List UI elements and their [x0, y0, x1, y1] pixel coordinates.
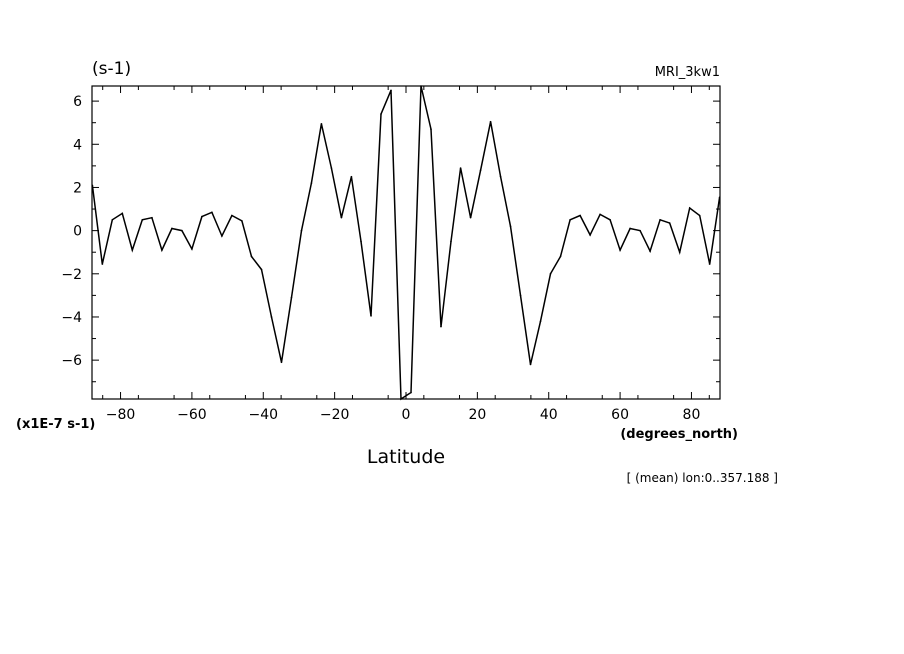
data-point	[380, 113, 382, 115]
data-point	[509, 225, 512, 228]
data-point	[529, 363, 532, 366]
data-point	[221, 235, 223, 237]
data-point	[300, 229, 303, 232]
data-point	[310, 182, 313, 184]
data-point	[91, 184, 94, 187]
data-point	[400, 398, 402, 400]
data-point	[539, 320, 542, 323]
data-point	[181, 229, 183, 232]
data-point	[549, 273, 552, 275]
model-label: MRI_3kw1	[655, 65, 720, 80]
x-units-label: (degrees_north)	[620, 427, 738, 442]
data-point	[171, 227, 173, 230]
y-tick-label: 2	[73, 180, 82, 196]
data-point	[659, 219, 661, 221]
data-point	[161, 249, 163, 251]
data-point	[280, 361, 283, 364]
data-point	[479, 169, 482, 171]
x-axis-ticks: −80 −60 −40 −20 0 20 40 60 80	[102, 86, 710, 423]
data-point	[589, 234, 591, 236]
x-tick-label: −60	[177, 407, 207, 423]
data-point	[489, 120, 492, 123]
data-point	[639, 229, 641, 232]
data-point	[410, 391, 412, 394]
data-point	[131, 249, 134, 251]
data-point	[440, 325, 442, 328]
data-point	[141, 219, 144, 221]
data-point	[469, 216, 472, 219]
x-tick-label: 80	[683, 407, 701, 423]
data-point	[519, 294, 522, 297]
data-point	[101, 263, 104, 265]
data-point	[241, 220, 243, 222]
data-point	[290, 296, 293, 299]
data-point	[191, 248, 193, 250]
data-point	[270, 316, 273, 318]
y-axis-ticks: −6 −4 −2 0 2 4 6	[61, 94, 720, 383]
data-point	[330, 167, 333, 169]
x-tick-label: −40	[248, 407, 278, 423]
x-tick-label: −80	[106, 407, 136, 423]
x-tick-label: −20	[320, 407, 350, 423]
data-point	[569, 219, 571, 221]
data-point	[360, 240, 362, 243]
plot-frame	[91, 85, 721, 400]
units-label: (s-1)	[92, 59, 131, 79]
x-tick-label: 0	[402, 407, 411, 423]
data-point	[320, 122, 323, 125]
y-scale-label: (x1E-7 s-1)	[16, 417, 95, 432]
y-tick-label: 4	[73, 137, 82, 153]
footnote: [ (mean) lon:0..357.188 ]	[627, 471, 778, 485]
x-axis-title: Latitude	[367, 446, 445, 468]
data-point	[718, 196, 721, 198]
data-point	[420, 85, 422, 87]
data-point	[121, 212, 124, 215]
data-point	[450, 240, 452, 243]
data-point	[708, 263, 711, 265]
data-point	[211, 211, 213, 214]
data-point	[678, 251, 681, 254]
data-point	[340, 216, 343, 219]
data-point	[668, 222, 671, 224]
data-point	[649, 250, 651, 252]
series-group	[91, 85, 721, 401]
y-tick-label: 0	[73, 224, 82, 240]
data-point	[599, 213, 601, 216]
data-point	[231, 214, 233, 217]
data-point	[698, 214, 701, 217]
y-tick-label: 6	[73, 94, 82, 110]
data-point	[579, 214, 581, 217]
data-point	[559, 255, 562, 258]
data-line	[91, 85, 721, 401]
data-point	[499, 175, 502, 178]
x-tick-label: 60	[611, 407, 629, 423]
data-point	[370, 315, 372, 317]
data-point	[250, 255, 253, 258]
data-point	[459, 167, 462, 169]
data-point	[430, 128, 432, 130]
data-point	[201, 215, 203, 218]
data-point	[609, 219, 611, 221]
data-point	[350, 175, 353, 178]
data-point	[619, 249, 621, 251]
data-point	[111, 219, 114, 221]
data-point	[151, 216, 153, 219]
y-tick-label: −2	[61, 267, 82, 283]
y-tick-label: −4	[61, 310, 82, 326]
x-tick-label: 20	[468, 407, 486, 423]
data-point	[260, 268, 263, 271]
data-point	[688, 207, 691, 209]
y-tick-label: −6	[61, 353, 82, 369]
x-tick-label: 40	[540, 407, 558, 423]
data-point	[390, 89, 392, 92]
data-point	[629, 227, 631, 230]
